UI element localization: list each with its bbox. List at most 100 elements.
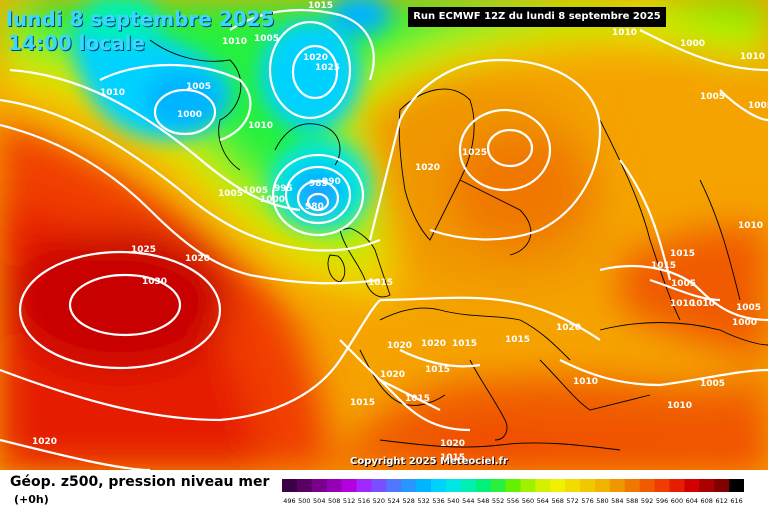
pressure-label: 1015 xyxy=(670,249,695,259)
color-scale-swatch xyxy=(520,479,536,492)
color-scale-swatch xyxy=(371,479,387,492)
pressure-label: 1015 xyxy=(505,335,530,345)
color-scale-tick-label: 564 xyxy=(537,497,549,505)
color-scale-swatch xyxy=(311,479,328,492)
isobar-1015-central-south xyxy=(399,349,481,368)
color-scale-tick-label: 572 xyxy=(566,497,578,505)
pressure-label: 1010 xyxy=(612,28,637,38)
weather-map: 1015 1010 1005 1020 1025 1010 1005 1000 … xyxy=(0,0,768,470)
isobar-980 xyxy=(306,192,330,212)
color-scale-tick-label: 576 xyxy=(581,497,593,505)
color-scale-swatch xyxy=(445,479,462,492)
isobar-1015-east xyxy=(599,264,768,322)
pressure-label: 1015 xyxy=(405,394,430,404)
pressure-label: 1020 xyxy=(380,370,405,380)
isobar-1020b xyxy=(0,299,381,422)
isobar-1010-north xyxy=(229,8,375,81)
isobars xyxy=(0,8,768,470)
pressure-label: 1020 xyxy=(387,341,412,351)
copyright-notice: Copyright 2025 Meteociel.fr xyxy=(350,456,508,467)
isobar-1020a xyxy=(0,123,381,285)
isobar-1010-east xyxy=(559,359,768,387)
color-scale-tick-label: 552 xyxy=(492,497,504,505)
pressure-label: 1005 xyxy=(186,82,211,92)
color-scale-swatch xyxy=(624,479,641,492)
italy-coast xyxy=(469,359,508,441)
north-africa-coast xyxy=(379,439,621,451)
legend-title: Géop. z500, pression niveau mer xyxy=(10,474,270,490)
pressure-label: 1000 xyxy=(177,110,202,120)
isobar-1015-sw xyxy=(339,339,471,432)
isobar-985 xyxy=(296,179,340,217)
iberia-coast xyxy=(359,349,446,406)
pressure-label: 1000 xyxy=(732,318,757,328)
isobar-1025-north xyxy=(291,44,339,100)
pressure-label: 1015 xyxy=(350,398,375,408)
pressure-label: 1020 xyxy=(185,254,210,264)
pressure-label: 1005 xyxy=(254,34,279,44)
weather-map-canvas: 1015 1010 1005 1020 1025 1010 1005 1000 … xyxy=(0,0,768,470)
pressure-label: 1020 xyxy=(303,53,328,63)
color-scale-swatch xyxy=(699,479,715,492)
color-scale-tick-label: 580 xyxy=(596,497,608,505)
pressure-label: 1015 xyxy=(651,261,676,271)
pressure-label: 1005 xyxy=(218,189,243,199)
map-date-title: lundi 8 septembre 2025 xyxy=(6,7,275,31)
legend-subtitle: (+0h) xyxy=(14,493,49,506)
color-scale-tick-label: 524 xyxy=(388,497,400,505)
color-scale-tick-label: 516 xyxy=(358,497,370,505)
pressure-label: 985 xyxy=(309,179,328,189)
color-scale-tick-label: 596 xyxy=(656,497,668,505)
color-scale-tick-label: 540 xyxy=(447,497,459,505)
color-scale-swatch xyxy=(401,479,417,492)
color-scale-tick-label: 504 xyxy=(313,497,325,505)
black-sea-coast xyxy=(599,322,768,346)
isobar-1010-east2 xyxy=(649,278,721,302)
map-time-title: 14:00 locale xyxy=(8,31,145,55)
pressure-label: 1010 xyxy=(222,37,247,47)
color-scale-swatch xyxy=(490,479,507,492)
pressure-labels: 1015 1010 1005 1020 1025 1010 1005 1000 … xyxy=(32,1,768,463)
pressure-label: 995 xyxy=(274,184,293,194)
pressure-label: 990 xyxy=(322,177,341,187)
pressure-label: 1010 xyxy=(738,221,763,231)
isobar-1025-high xyxy=(18,250,222,370)
pressure-label: 1005 xyxy=(671,279,696,289)
isobar-1030-high xyxy=(68,273,182,337)
color-scale-swatch xyxy=(565,479,581,492)
isobar-1020-central xyxy=(368,58,602,241)
color-scale-tick-label: 568 xyxy=(551,497,563,505)
isobar-1015a xyxy=(0,98,381,252)
color-scale-tick-label: 584 xyxy=(611,497,623,505)
balkans-coast xyxy=(539,359,651,411)
russia-border-2 xyxy=(699,179,741,301)
pressure-label: 1030 xyxy=(142,277,167,287)
color-scale-tick-label: 536 xyxy=(432,497,444,505)
pressure-label: 980 xyxy=(305,202,324,212)
color-scale-swatch xyxy=(535,479,551,492)
isobar-990 xyxy=(284,165,352,225)
pressure-label: 1015 xyxy=(425,365,450,375)
pressure-label: 1025 xyxy=(315,63,340,73)
color-scale-tick-label: 496 xyxy=(283,497,295,505)
isobar-1030-central xyxy=(486,128,534,168)
pressure-label: 1020 xyxy=(415,163,440,173)
color-scale-swatch xyxy=(669,479,685,492)
pressure-label: 1015 xyxy=(452,339,477,349)
color-scale-swatch xyxy=(550,479,566,492)
russia-border xyxy=(599,119,681,321)
isobar-1010-russia xyxy=(619,159,672,281)
color-scale-swatch xyxy=(296,479,313,492)
color-scale-svg: 496 500 504 508 512 516 520 524 528 532 536 540 544 5… xyxy=(282,479,744,505)
color-scale-swatch xyxy=(431,479,447,492)
pressure-label: 1025 xyxy=(462,148,487,158)
isobar-995 xyxy=(271,153,365,237)
europe-north-coast xyxy=(379,307,571,361)
isobar-1010-ne xyxy=(639,29,768,72)
color-scale-tick-label: 520 xyxy=(373,497,385,505)
color-scale-swatch xyxy=(654,479,670,492)
color-scale-tick-label: 608 xyxy=(701,497,713,505)
color-scale-swatch xyxy=(714,479,730,492)
isobar-1025-central xyxy=(458,108,552,192)
isobar-1020-north xyxy=(268,20,352,120)
